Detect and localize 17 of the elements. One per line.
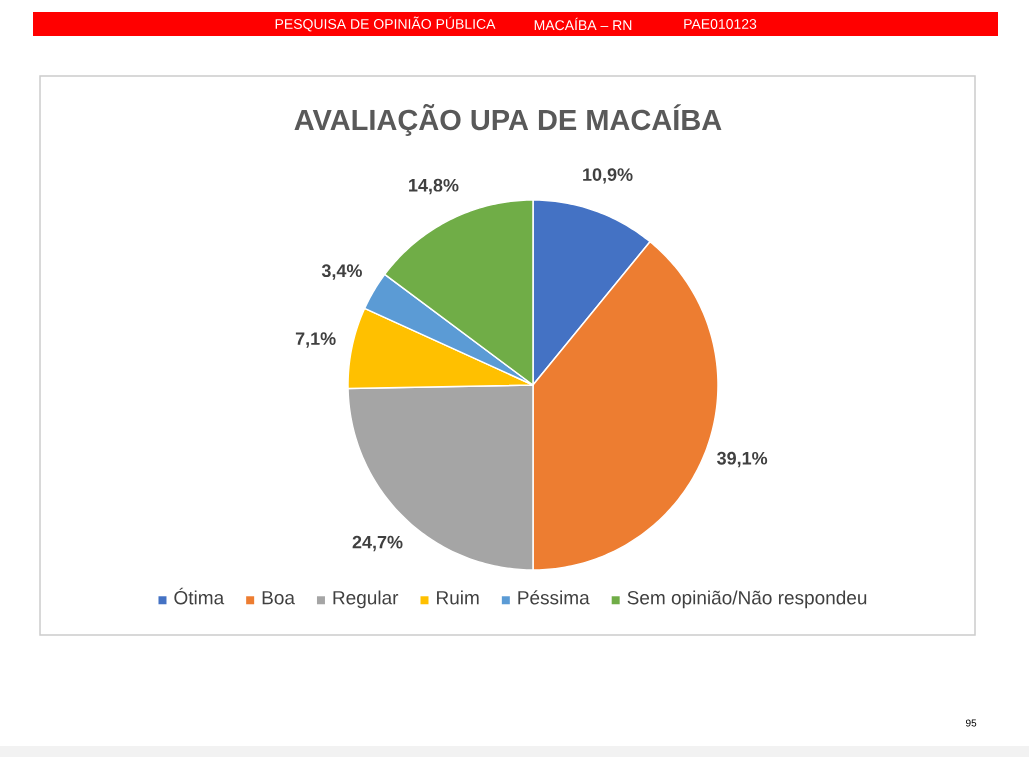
data-label: 3,4% [321,264,362,280]
text: PESQUISA DE OPINIÃO PÚBLICA [275,16,496,32]
data-label: 7,1% [295,332,336,348]
legend-label: Péssima [518,590,590,605]
legend-label: Regular [333,590,399,609]
legend-label: Sem opinião/Não respondeu [627,590,867,609]
legend-label: Boa [262,591,295,605]
text: PAE010123 [684,19,757,29]
data-label: 10,9% [583,168,633,184]
text: 95 [966,719,977,727]
data-label: 24,7% [352,535,403,552]
text: MACAÍBA – RN [534,17,632,31]
legend-label: Ruim [437,590,479,605]
legend-label: Ótima [174,587,225,605]
data-label: 39,1% [717,451,768,468]
data-label: 14,8% [409,178,459,195]
chart-title: AVALIAÇÃO UPA DE MACAÍBA [294,104,722,136]
